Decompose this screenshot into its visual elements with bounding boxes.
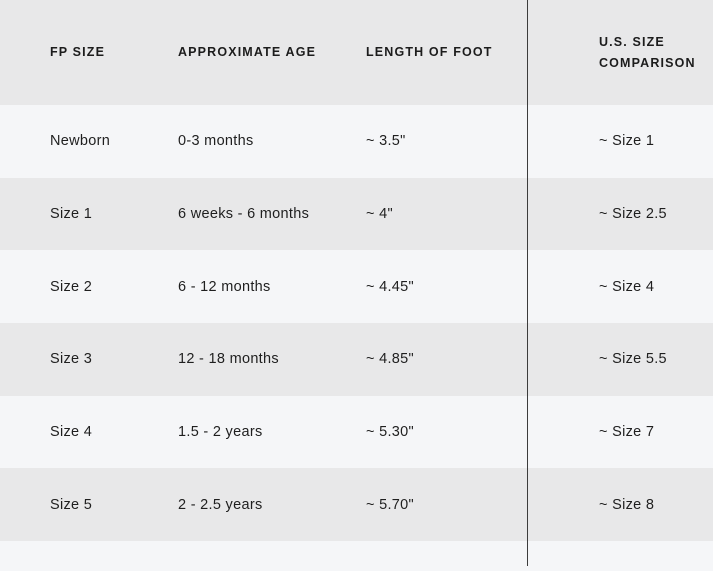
column-header-approximate-age: APPROXIMATE AGE: [178, 45, 317, 60]
cell-approximate-age: 6 weeks - 6 months: [178, 206, 310, 223]
cell-us-size: ~ Size 4: [599, 278, 655, 295]
column-header-us-size-line2: COMPARISON: [599, 55, 696, 70]
cell-length-of-foot: ~ 3.5": [366, 133, 406, 150]
header-row: FP SIZE APPROXIMATE AGE LENGTH OF FOOT U…: [0, 0, 713, 105]
table-row: Size 4 1.5 - 2 years ~ 5.30" ~ Size 7: [0, 395, 713, 469]
cell-length-of-foot: ~ 4": [366, 206, 393, 223]
cell-approximate-age: 6 - 12 months: [178, 278, 271, 295]
table-header: FP SIZE APPROXIMATE AGE LENGTH OF FOOT U…: [0, 0, 713, 105]
cell-length-of-foot: ~ 5.70": [366, 496, 414, 513]
table-row: Size 2 6 - 12 months ~ 4.45" ~ Size 4: [0, 250, 713, 324]
cell-us-size: ~ Size 8: [599, 496, 655, 513]
cell-us-size: ~ Size 7: [599, 424, 655, 441]
cell-us-size: ~ Size 5.5: [599, 351, 667, 368]
column-header-us-size-comparison: U.S. SIZE COMPARISON: [563, 0, 713, 105]
size-chart-table: FP SIZE APPROXIMATE AGE LENGTH OF FOOT U…: [0, 0, 713, 542]
cell-us-size: ~ Size 2.5: [599, 206, 667, 223]
cell-approximate-age: 0-3 months: [178, 133, 254, 150]
cell-fp-size: Size 1: [50, 206, 93, 223]
column-header-fp-size: FP SIZE: [50, 45, 106, 60]
column-header-us-size-line1: U.S. SIZE: [599, 34, 665, 49]
cell-fp-size: Size 5: [50, 496, 93, 513]
cell-fp-size: Size 4: [50, 424, 93, 441]
cell-approximate-age: 2 - 2.5 years: [178, 496, 263, 513]
cell-length-of-foot: ~ 4.85": [366, 351, 414, 368]
table-row: Newborn 0-3 months ~ 3.5" ~ Size 1: [0, 105, 713, 178]
cell-fp-size: Size 3: [50, 351, 93, 368]
table-body: Newborn 0-3 months ~ 3.5" ~ Size 1 Size …: [0, 105, 713, 542]
cell-fp-size: Size 2: [50, 278, 93, 295]
cell-approximate-age: 1.5 - 2 years: [178, 424, 263, 441]
column-divider: [527, 0, 528, 566]
cell-length-of-foot: ~ 4.45": [366, 278, 414, 295]
column-header-length-of-foot: LENGTH OF FOOT: [366, 45, 493, 60]
table-row: Size 1 6 weeks - 6 months ~ 4" ~ Size 2.…: [0, 177, 713, 251]
table-row: Size 5 2 - 2.5 years ~ 5.70" ~ Size 8: [0, 468, 713, 542]
cell-length-of-foot: ~ 5.30": [366, 424, 414, 441]
cell-fp-size: Newborn: [50, 133, 111, 150]
cell-us-size: ~ Size 1: [599, 133, 655, 150]
cell-approximate-age: 12 - 18 months: [178, 351, 279, 368]
table-row: Size 3 12 - 18 months ~ 4.85" ~ Size 5.5: [0, 323, 713, 396]
